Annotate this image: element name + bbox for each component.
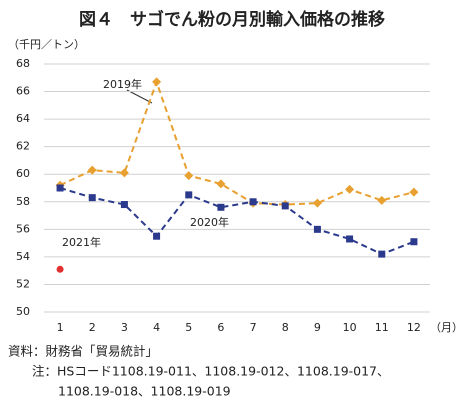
- series-label: 2020年: [190, 215, 229, 229]
- y-tick-label: 52: [16, 277, 30, 290]
- x-tick-label: 1: [57, 321, 64, 334]
- x-axis-label: （月）: [430, 321, 463, 334]
- point: [281, 202, 289, 210]
- point: [312, 198, 322, 208]
- point: [153, 232, 161, 240]
- y-tick-label: 56: [16, 222, 30, 235]
- point: [56, 184, 64, 192]
- note: 注：HSコード1108.19-011、1108.19-012、1108.19-0…: [32, 364, 390, 379]
- y-tick-label: 50: [16, 305, 30, 318]
- series-line: [59, 187, 415, 256]
- x-tick-label: 2: [89, 321, 96, 334]
- x-tick-label: 8: [282, 321, 289, 334]
- x-tick-label: 11: [375, 321, 389, 334]
- y-tick-label: 64: [16, 112, 30, 125]
- y-tick-label: 66: [16, 85, 30, 98]
- point: [249, 198, 257, 206]
- point: [184, 171, 194, 181]
- x-tick-label: 9: [314, 321, 321, 334]
- series-line: [59, 78, 415, 206]
- point: [377, 195, 387, 205]
- y-tick-label: 60: [16, 167, 30, 180]
- y-tick-label: 68: [16, 57, 30, 70]
- point: [88, 194, 96, 202]
- source: 資料：財務省「貿易統計」: [8, 344, 158, 359]
- point: [409, 187, 419, 197]
- x-tick-label: 7: [250, 321, 257, 334]
- point: [217, 203, 225, 211]
- point: [120, 201, 128, 209]
- x-tick-label: 4: [153, 321, 160, 334]
- series-label: 2021年: [62, 235, 101, 249]
- series-label: 2019年: [103, 77, 142, 91]
- y-tick-label: 62: [16, 140, 30, 153]
- point: [87, 165, 97, 175]
- point: [345, 184, 355, 194]
- point: [152, 77, 162, 87]
- x-tick-label: 5: [185, 321, 192, 334]
- annotation-leader: [126, 89, 153, 104]
- point: [216, 179, 226, 189]
- y-tick-label: 58: [16, 195, 30, 208]
- x-tick-label: 3: [121, 321, 128, 334]
- point: [410, 238, 418, 246]
- x-tick-label: 12: [407, 321, 421, 334]
- point: [119, 168, 129, 178]
- point: [185, 191, 193, 199]
- x-tick-label: 10: [343, 321, 357, 334]
- point: [313, 225, 321, 233]
- chart-title: 図４ サゴでん粉の月別輸入価格の推移: [79, 9, 385, 30]
- y-axis-label: （千円／トン）: [8, 38, 85, 51]
- x-tick-label: 6: [217, 321, 224, 334]
- note: 1108.19-018、1108.19-019: [58, 384, 231, 399]
- point: [346, 235, 354, 243]
- point: [56, 265, 64, 273]
- y-tick-label: 54: [16, 250, 30, 263]
- point: [378, 250, 386, 258]
